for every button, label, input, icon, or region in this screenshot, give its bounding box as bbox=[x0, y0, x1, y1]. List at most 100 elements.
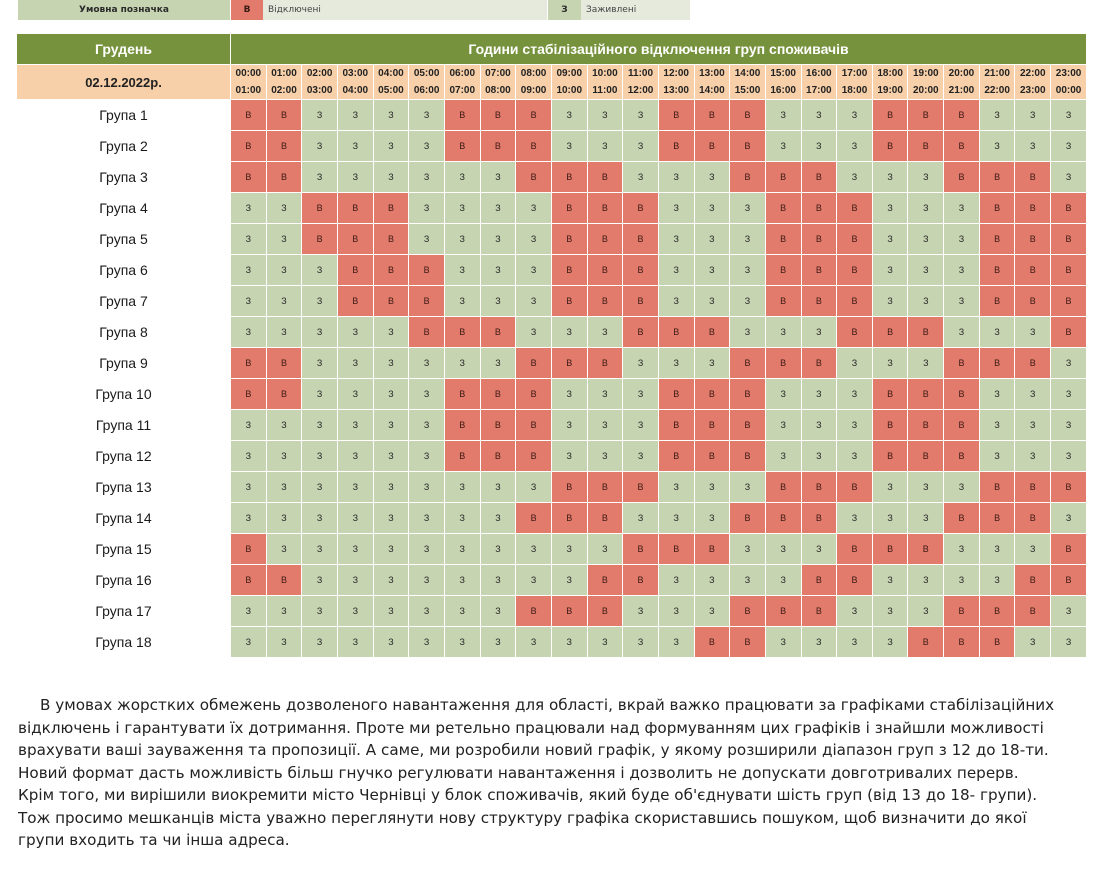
cell-off: В bbox=[693, 626, 731, 658]
cell-on: З bbox=[443, 533, 481, 565]
cell-on: З bbox=[764, 626, 802, 658]
cell-off: В bbox=[978, 626, 1016, 658]
cell-on: З bbox=[871, 564, 909, 596]
cell-on: З bbox=[764, 533, 802, 565]
table-row: Група 14 З З З З З З З З В В В З З З В В В З З З В В В З bbox=[16, 502, 1088, 534]
cell-on: З bbox=[657, 595, 695, 627]
cell-off: В bbox=[764, 502, 802, 534]
cell-on: З bbox=[657, 254, 695, 286]
cell-off: В bbox=[1050, 254, 1088, 286]
cell-on: З bbox=[871, 471, 909, 503]
cell-on: З bbox=[1050, 161, 1088, 193]
hour-header: 03:00 04:00 bbox=[336, 64, 374, 100]
cell-on: З bbox=[800, 440, 838, 472]
cell-off: В bbox=[693, 99, 731, 131]
cell-on: З bbox=[657, 347, 695, 379]
cell-on: З bbox=[301, 564, 338, 596]
cell-off: В bbox=[978, 254, 1016, 286]
cell-off: В bbox=[372, 192, 410, 224]
cell-on: З bbox=[479, 626, 517, 658]
hour-header: 02:00 03:00 bbox=[301, 64, 338, 100]
cell-off: В bbox=[943, 409, 980, 441]
cell-on: З bbox=[408, 533, 445, 565]
cell-on: З bbox=[336, 161, 374, 193]
cell-off: В bbox=[443, 316, 481, 348]
cell-on: З bbox=[515, 254, 552, 286]
cell-on: З bbox=[230, 192, 267, 224]
cell-off: В bbox=[764, 161, 802, 193]
cell-on: З bbox=[301, 130, 338, 162]
cell-on: З bbox=[622, 440, 659, 472]
cell-off: В bbox=[479, 130, 517, 162]
group-name: Група 2 bbox=[16, 130, 231, 162]
outage-schedule-table: Грудень Години стабілізаційного відключе… bbox=[16, 33, 1088, 658]
cell-on: З bbox=[978, 316, 1016, 348]
cell-on: З bbox=[479, 285, 517, 317]
cell-off: В bbox=[978, 223, 1016, 255]
hour-to: 23:00 bbox=[1019, 85, 1046, 96]
cell-off: В bbox=[622, 471, 659, 503]
cell-on: З bbox=[693, 471, 731, 503]
cell-off: В bbox=[622, 192, 659, 224]
cell-off: В bbox=[764, 285, 802, 317]
cell-off: В bbox=[586, 595, 624, 627]
cell-on: З bbox=[657, 223, 695, 255]
cell-on: З bbox=[1014, 99, 1052, 131]
cell-off: В bbox=[729, 347, 766, 379]
table-title: Години стабілізаційного відключення груп… bbox=[229, 33, 1088, 65]
cell-on: З bbox=[265, 316, 303, 348]
cell-on: З bbox=[764, 564, 802, 596]
cell-on: З bbox=[871, 595, 909, 627]
cell-on: З bbox=[265, 285, 303, 317]
cell-on: З bbox=[1014, 378, 1052, 410]
hour-to: 04:00 bbox=[342, 85, 369, 96]
cell-off: В bbox=[230, 99, 267, 131]
cell-on: З bbox=[622, 130, 659, 162]
cell-off: В bbox=[871, 440, 909, 472]
cell-on: З bbox=[443, 192, 481, 224]
cell-on: З bbox=[978, 564, 1016, 596]
cell-off: В bbox=[550, 161, 588, 193]
cell-on: З bbox=[301, 161, 338, 193]
cell-on: З bbox=[550, 626, 588, 658]
cell-on: З bbox=[622, 595, 659, 627]
hour-header: 15:00 16:00 bbox=[764, 64, 802, 100]
hour-from: 20:00 bbox=[948, 68, 975, 79]
cell-off: В bbox=[764, 471, 802, 503]
cell-off: В bbox=[1014, 502, 1052, 534]
cell-off: В bbox=[586, 285, 624, 317]
cell-on: З bbox=[372, 347, 410, 379]
cell-off: В bbox=[943, 626, 980, 658]
cell-off: В bbox=[336, 192, 374, 224]
hour-to: 19:00 bbox=[877, 85, 903, 96]
hour-from: 21:00 bbox=[984, 68, 1010, 79]
cell-off: В bbox=[836, 254, 873, 286]
cell-on: З bbox=[978, 130, 1016, 162]
hours-header-row: 02.12.2022р. 00:00 01:00 01:00 02:00 02:00 03… bbox=[16, 64, 1088, 100]
cell-off: В bbox=[943, 378, 980, 410]
cell-on: З bbox=[230, 440, 267, 472]
cell-on: З bbox=[515, 471, 552, 503]
cell-on: З bbox=[693, 192, 731, 224]
hour-to: 15:00 bbox=[734, 85, 761, 96]
cell-off: В bbox=[978, 347, 1016, 379]
cell-off: В bbox=[479, 378, 517, 410]
cell-off: В bbox=[871, 378, 909, 410]
cell-on: З bbox=[443, 471, 481, 503]
cell-on: З bbox=[693, 564, 731, 596]
cell-on: З bbox=[586, 626, 624, 658]
cell-off: В bbox=[622, 223, 659, 255]
cell-on: З bbox=[515, 626, 552, 658]
cell-on: З bbox=[978, 378, 1016, 410]
cell-on: З bbox=[372, 595, 410, 627]
cell-off: В bbox=[586, 161, 624, 193]
cell-on: З bbox=[265, 533, 303, 565]
hour-from: 11:00 bbox=[628, 68, 654, 79]
cell-off: В bbox=[230, 378, 267, 410]
cell-on: З bbox=[1050, 502, 1088, 534]
cell-off: В bbox=[408, 316, 445, 348]
